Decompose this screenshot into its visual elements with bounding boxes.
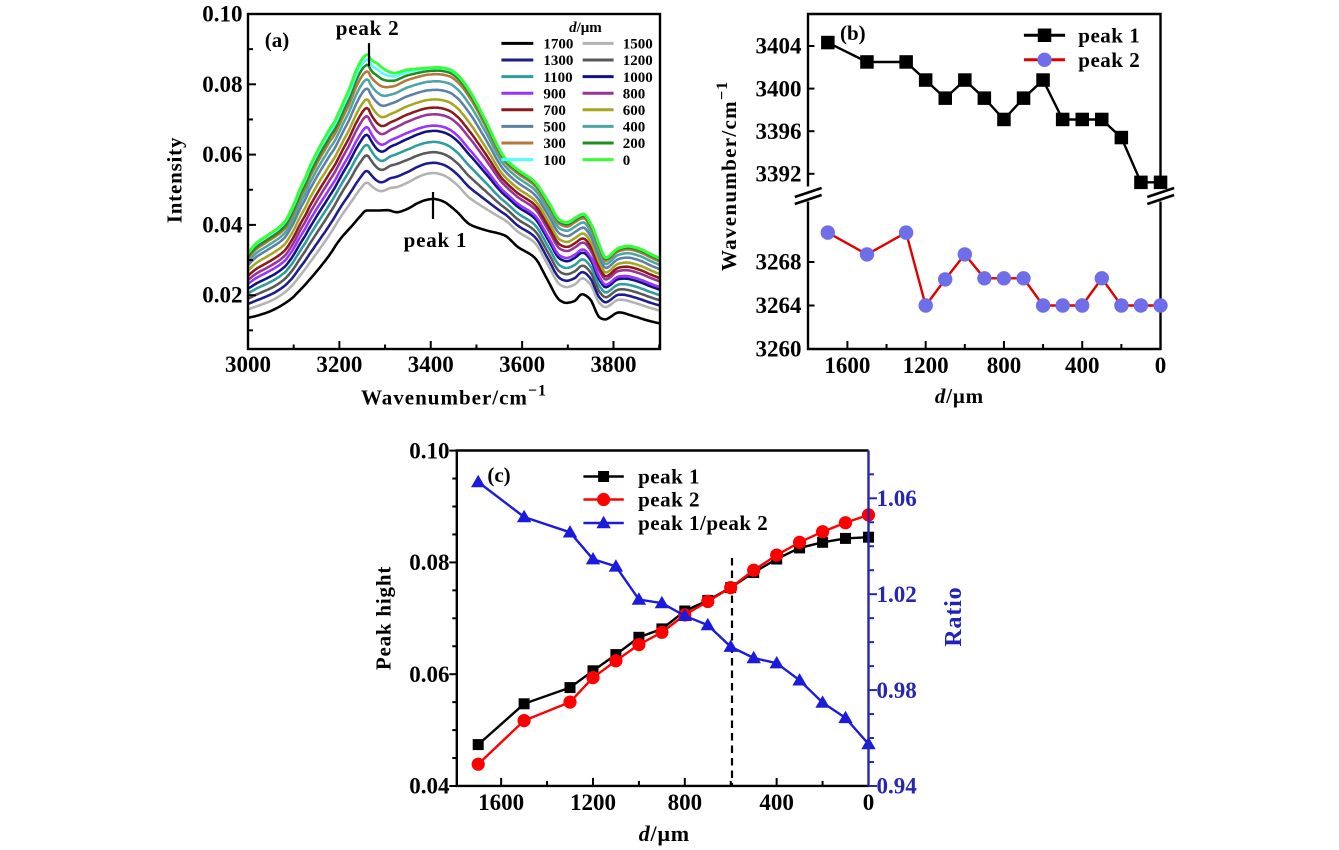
svg-text:100: 100 xyxy=(543,153,566,169)
svg-text:1.06: 1.06 xyxy=(877,486,917,511)
svg-text:3400: 3400 xyxy=(408,352,454,377)
svg-text:1100: 1100 xyxy=(543,70,572,86)
svg-text:0: 0 xyxy=(1155,353,1167,378)
svg-text:1000: 1000 xyxy=(623,70,653,86)
svg-text:800: 800 xyxy=(987,353,1022,378)
svg-text:3392: 3392 xyxy=(756,162,802,187)
svg-text:300: 300 xyxy=(543,136,566,152)
svg-text:800: 800 xyxy=(623,86,646,102)
svg-text:(c): (c) xyxy=(487,463,510,487)
svg-text:peak 2: peak 2 xyxy=(336,16,400,40)
svg-text:3400: 3400 xyxy=(756,76,802,101)
svg-text:0.06: 0.06 xyxy=(409,662,449,687)
svg-text:(b): (b) xyxy=(840,21,866,45)
svg-text:(a): (a) xyxy=(265,28,290,52)
svg-text:1200: 1200 xyxy=(570,790,616,815)
svg-text:peak 1: peak 1 xyxy=(638,465,700,489)
svg-text:400: 400 xyxy=(759,790,794,815)
svg-text:3264: 3264 xyxy=(756,293,803,318)
svg-text:0: 0 xyxy=(623,153,631,169)
svg-text:1600: 1600 xyxy=(824,353,870,378)
svg-text:3200: 3200 xyxy=(316,352,362,377)
svg-text:0.08: 0.08 xyxy=(409,550,449,575)
svg-text:900: 900 xyxy=(543,86,566,102)
svg-text:1600: 1600 xyxy=(478,790,524,815)
svg-text:0.04: 0.04 xyxy=(202,212,243,237)
svg-text:3600: 3600 xyxy=(499,352,545,377)
svg-text:peak 1: peak 1 xyxy=(404,228,468,252)
svg-text:0.08: 0.08 xyxy=(202,72,242,97)
svg-text:3000: 3000 xyxy=(225,352,271,377)
svg-text:500: 500 xyxy=(543,120,566,136)
svg-text:1300: 1300 xyxy=(543,53,573,69)
svg-text:3800: 3800 xyxy=(591,352,637,377)
svg-text:3396: 3396 xyxy=(756,119,802,144)
svg-text:1700: 1700 xyxy=(543,37,573,53)
svg-text:Intensity: Intensity xyxy=(163,137,187,224)
svg-text:peak 1/peak 2: peak 1/peak 2 xyxy=(638,511,768,535)
svg-text:3260: 3260 xyxy=(756,337,802,362)
svg-text:peak 2: peak 2 xyxy=(1078,48,1140,72)
svg-text:1500: 1500 xyxy=(623,37,653,53)
svg-text:200: 200 xyxy=(623,136,646,152)
svg-text:1200: 1200 xyxy=(903,353,949,378)
svg-text:0.94: 0.94 xyxy=(877,774,918,799)
svg-text:1.02: 1.02 xyxy=(877,582,917,607)
svg-text:0.10: 0.10 xyxy=(202,1,242,26)
svg-text:600: 600 xyxy=(623,103,646,119)
svg-text:peak 2: peak 2 xyxy=(638,488,700,512)
svg-text:peak 1: peak 1 xyxy=(1078,23,1140,47)
svg-text:3268: 3268 xyxy=(756,250,802,275)
svg-text:Peak hight: Peak hight xyxy=(372,566,396,670)
svg-text:Wavenumber/cm−1: Wavenumber/cm−1 xyxy=(361,383,547,410)
svg-text:400: 400 xyxy=(1065,353,1100,378)
svg-text:d/μm: d/μm xyxy=(639,821,690,846)
svg-text:0.10: 0.10 xyxy=(409,438,449,463)
svg-text:d/μm: d/μm xyxy=(569,20,602,36)
svg-text:400: 400 xyxy=(623,120,646,136)
svg-text:Ratio: Ratio xyxy=(941,587,967,647)
svg-text:0.06: 0.06 xyxy=(202,142,242,167)
svg-text:0: 0 xyxy=(863,790,875,815)
svg-text:Wavenumber/cm−1: Wavenumber/cm−1 xyxy=(714,80,741,271)
svg-text:3404: 3404 xyxy=(756,34,803,59)
svg-text:700: 700 xyxy=(543,103,566,119)
svg-text:0.04: 0.04 xyxy=(409,774,450,799)
svg-text:d/μm: d/μm xyxy=(935,384,984,408)
svg-text:0.98: 0.98 xyxy=(877,678,917,703)
svg-text:800: 800 xyxy=(668,790,703,815)
svg-text:1200: 1200 xyxy=(623,53,653,69)
svg-text:0.02: 0.02 xyxy=(202,283,242,308)
